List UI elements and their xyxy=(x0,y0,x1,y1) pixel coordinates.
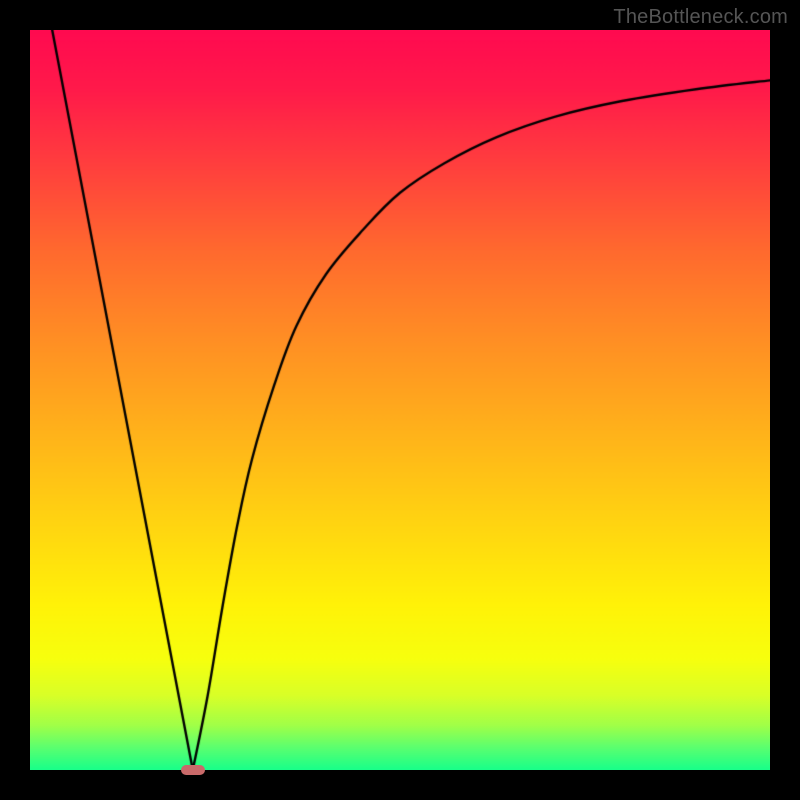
bottleneck-curve xyxy=(30,30,770,770)
plot-area xyxy=(30,30,770,770)
optimal-point-marker xyxy=(181,765,205,775)
watermark-text: TheBottleneck.com xyxy=(613,6,788,29)
